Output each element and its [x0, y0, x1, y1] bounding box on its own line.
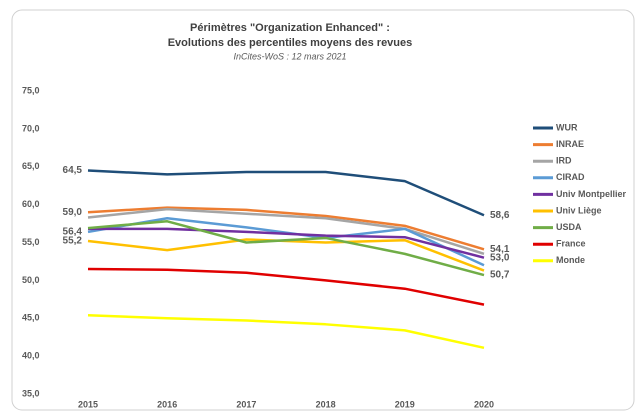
- y-tick-label: 55,0: [22, 237, 40, 247]
- data-label: 50,7: [490, 270, 510, 281]
- x-tick-label: 2018: [316, 399, 336, 409]
- x-tick-label: 2019: [395, 399, 415, 409]
- data-label: 54,1: [490, 244, 510, 255]
- line-series: [88, 227, 485, 259]
- chart-annotation: InCites-WoS : 12 mars 2021: [233, 51, 346, 61]
- line-series: [87, 313, 485, 350]
- x-tick-label: 2015: [78, 399, 98, 409]
- legend-label: France: [556, 239, 586, 249]
- data-label: 58,6: [490, 210, 510, 221]
- legend-label: USDA: [556, 222, 582, 232]
- line-series: [87, 207, 485, 256]
- chart-title: Périmètres "Organization Enhanced" :: [190, 22, 390, 34]
- data-label: 56,4: [63, 227, 83, 238]
- x-tick-label: 2016: [157, 399, 177, 409]
- y-tick-label: 45,0: [22, 313, 40, 323]
- legend-label: WUR: [556, 122, 578, 132]
- y-tick-label: 70,0: [22, 123, 40, 133]
- y-tick-label: 75,0: [22, 85, 40, 95]
- legend-label: IRD: [556, 156, 572, 166]
- line-series: [87, 220, 485, 277]
- legend-label: Univ Liège: [556, 205, 602, 215]
- line-series: [87, 206, 485, 251]
- data-label: 64,5: [63, 165, 83, 176]
- chart-frame: [11, 9, 635, 411]
- legend-label: INRAE: [556, 139, 584, 149]
- y-tick-label: 50,0: [22, 275, 40, 285]
- x-tick-label: 2017: [236, 399, 256, 409]
- line-series: [87, 267, 485, 306]
- legend-label: Monde: [556, 255, 585, 265]
- legend-label: Univ Montpellier: [556, 189, 627, 199]
- data-label: 59,0: [63, 207, 83, 218]
- legend-label: CIRAD: [556, 172, 585, 182]
- y-tick-label: 35,0: [22, 388, 40, 398]
- x-tick-label: 2020: [474, 399, 494, 409]
- line-series: [87, 169, 485, 217]
- chart-subtitle: Evolutions des percentiles moyens des re…: [168, 37, 413, 49]
- y-tick-label: 65,0: [22, 161, 40, 171]
- y-tick-label: 60,0: [22, 199, 40, 209]
- y-tick-label: 40,0: [22, 351, 40, 361]
- data-label: 53,0: [490, 252, 510, 263]
- data-label: 55,2: [63, 236, 83, 247]
